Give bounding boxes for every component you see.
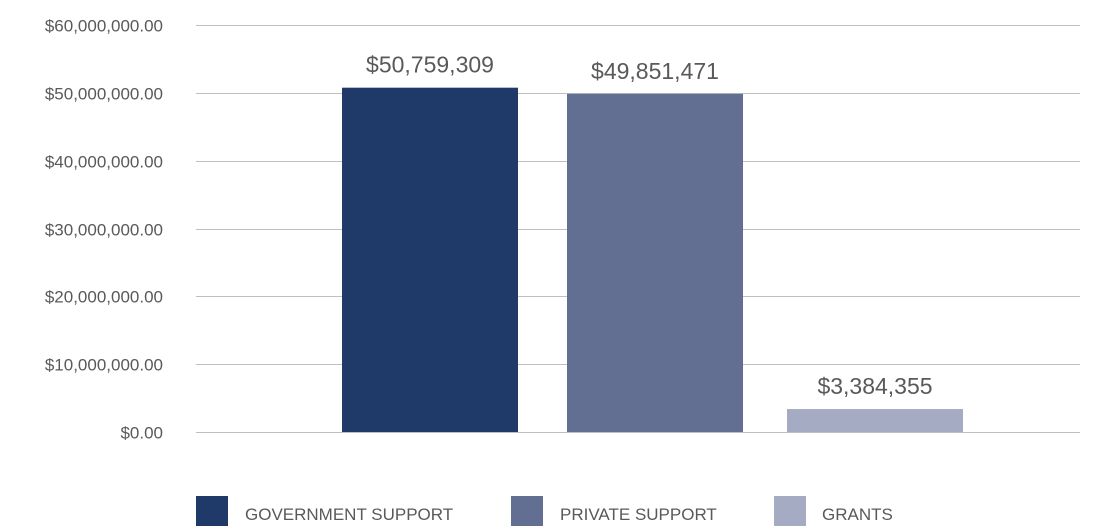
y-tick-label: $60,000,000.00 bbox=[45, 17, 163, 36]
legend-label: PRIVATE SUPPORT bbox=[560, 505, 717, 524]
data-label: $50,759,309 bbox=[366, 52, 494, 78]
legend-label: GRANTS bbox=[822, 505, 893, 524]
data-labels: $50,759,309 $49,851,471 $3,384,355 bbox=[366, 52, 933, 399]
bar bbox=[342, 87, 518, 433]
legend-label: GOVERNMENT SUPPORT bbox=[245, 505, 453, 524]
y-tick-label: $10,000,000.00 bbox=[45, 356, 163, 375]
legend-swatch bbox=[774, 496, 806, 526]
y-tick-label: $0.00 bbox=[120, 424, 163, 443]
bar bbox=[787, 409, 963, 432]
bar bbox=[567, 93, 743, 433]
legend-swatch bbox=[196, 496, 228, 526]
legend-item: GRANTS bbox=[774, 496, 893, 526]
y-tick-label: $20,000,000.00 bbox=[45, 288, 163, 307]
legend-item: GOVERNMENT SUPPORT bbox=[196, 496, 453, 526]
y-tick-label: $40,000,000.00 bbox=[45, 153, 163, 172]
legend: GOVERNMENT SUPPORT PRIVATE SUPPORT GRANTS bbox=[196, 496, 893, 526]
y-tick-label: $50,000,000.00 bbox=[45, 85, 163, 104]
legend-item: PRIVATE SUPPORT bbox=[511, 496, 717, 526]
legend-swatch bbox=[511, 496, 543, 526]
data-label: $49,851,471 bbox=[591, 58, 719, 84]
y-axis-tick-labels: $0.00 $10,000,000.00 $20,000,000.00 $30,000… bbox=[45, 17, 163, 443]
y-tick-label: $30,000,000.00 bbox=[45, 221, 163, 240]
data-label: $3,384,355 bbox=[817, 373, 932, 399]
bars bbox=[342, 87, 963, 433]
